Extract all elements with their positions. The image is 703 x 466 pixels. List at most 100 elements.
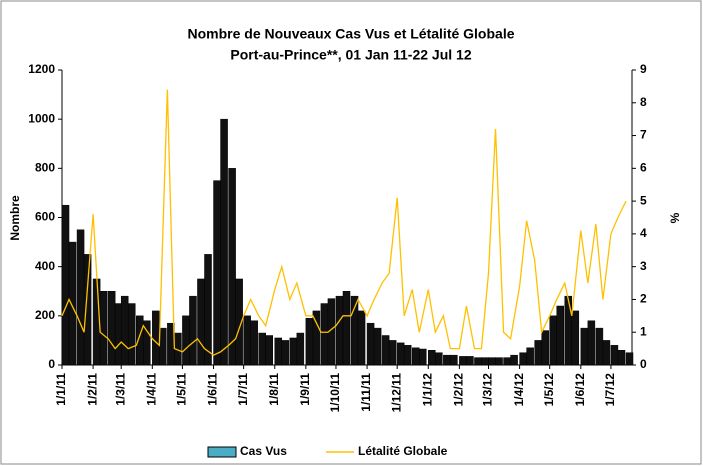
- bar: [625, 352, 634, 366]
- x-tick-label: 1/1/12: [420, 373, 434, 407]
- bar: [510, 354, 518, 366]
- bar: [541, 330, 549, 366]
- bar: [474, 357, 482, 366]
- bar: [534, 340, 542, 366]
- y2-tick-label: 8: [640, 95, 647, 109]
- bar: [107, 291, 116, 366]
- y2-tick-label: 4: [640, 226, 647, 240]
- bar: [296, 332, 305, 366]
- x-tick-label: 1/2/12: [452, 373, 466, 407]
- bar: [488, 357, 496, 366]
- bar: [265, 335, 273, 366]
- x-tick-label: 1/11/11: [359, 373, 373, 412]
- bar: [127, 303, 136, 366]
- bar: [250, 320, 258, 366]
- bar: [459, 356, 467, 366]
- y2-tick-label: 0: [640, 357, 647, 371]
- bar: [556, 305, 565, 366]
- bar: [228, 168, 236, 366]
- x-tick-label: 1/7/11: [236, 373, 250, 406]
- bar: [617, 350, 626, 366]
- bar: [373, 327, 382, 366]
- bar: [450, 354, 458, 366]
- bar: [381, 335, 390, 366]
- y2-axis-label: %: [668, 212, 682, 223]
- bar: [419, 348, 427, 366]
- x-tick-label: 1/3/11: [113, 373, 127, 406]
- x-tick-label: 1/5/11: [175, 373, 189, 406]
- bar: [335, 295, 344, 366]
- bar: [99, 291, 108, 366]
- bar: [342, 291, 351, 366]
- bar: [159, 327, 167, 366]
- bar: [189, 295, 197, 366]
- x-tick-label: 1/7/12: [603, 373, 617, 407]
- bar: [220, 118, 228, 366]
- bar: [466, 356, 474, 366]
- x-tick-label: 1/9/11: [298, 373, 312, 406]
- x-tick-label: 1/5/12: [542, 373, 556, 407]
- bar: [481, 357, 489, 366]
- x-tick-label: 1/4/11: [144, 373, 158, 406]
- x-tick-label: 1/6/11: [206, 373, 220, 406]
- bar: [136, 315, 144, 366]
- x-tick-label: 1/8/11: [267, 373, 281, 406]
- y-tick-label: 0: [48, 357, 55, 371]
- y2-tick-label: 1: [640, 324, 647, 338]
- bar: [120, 295, 129, 366]
- bar: [571, 310, 580, 366]
- line-series: [61, 89, 627, 356]
- y-tick-label: 400: [35, 259, 55, 273]
- x-tick-label: 1/6/12: [573, 373, 587, 407]
- bar: [587, 320, 596, 366]
- bar: [213, 180, 221, 366]
- legend-label: Létalité Globale: [358, 444, 448, 458]
- bar: [243, 315, 251, 366]
- bar: [281, 340, 290, 366]
- y2-tick-label: 3: [640, 259, 647, 273]
- bar: [526, 347, 534, 366]
- bar: [602, 340, 611, 366]
- bar: [143, 320, 151, 366]
- y2-tick-label: 7: [640, 128, 647, 142]
- x-tick-label: 1/12/11: [389, 373, 403, 413]
- bar: [76, 229, 85, 366]
- x-tick-label: 1/3/12: [481, 373, 495, 407]
- y-tick-label: 1200: [28, 62, 55, 76]
- y-tick-label: 1000: [28, 111, 55, 125]
- bar: [152, 310, 160, 366]
- bar: [396, 342, 405, 366]
- bar: [428, 350, 436, 366]
- bar: [357, 310, 366, 366]
- bar: [443, 354, 451, 366]
- y-tick-label: 200: [35, 308, 55, 322]
- x-tick-label: 1/2/11: [85, 373, 99, 406]
- bar: [68, 241, 77, 366]
- bar: [595, 327, 604, 366]
- legend-label: Cas Vus: [240, 444, 287, 458]
- x-tick-label: 1/1/11: [54, 373, 68, 406]
- bar: [61, 204, 70, 366]
- bar: [182, 315, 190, 366]
- y2-tick-label: 6: [640, 161, 647, 175]
- bar: [197, 278, 205, 366]
- bar: [610, 345, 619, 366]
- bar: [580, 327, 589, 366]
- y2-tick-label: 5: [640, 193, 647, 207]
- bar: [312, 310, 321, 366]
- bar: [503, 357, 511, 366]
- y-tick-label: 800: [35, 161, 55, 175]
- y2-tick-label: 9: [640, 62, 647, 76]
- y-tick-label: 600: [35, 210, 55, 224]
- bar: [305, 318, 314, 366]
- y-axis-label: Nombre: [8, 195, 22, 241]
- bar: [388, 340, 397, 366]
- bar: [411, 347, 420, 366]
- bar: [235, 278, 243, 366]
- bar: [274, 337, 283, 366]
- bar: [564, 295, 573, 366]
- bar: [519, 352, 527, 366]
- chart-subtitle: Port-au-Prince**, 01 Jan 11-22 Jul 12: [230, 47, 471, 63]
